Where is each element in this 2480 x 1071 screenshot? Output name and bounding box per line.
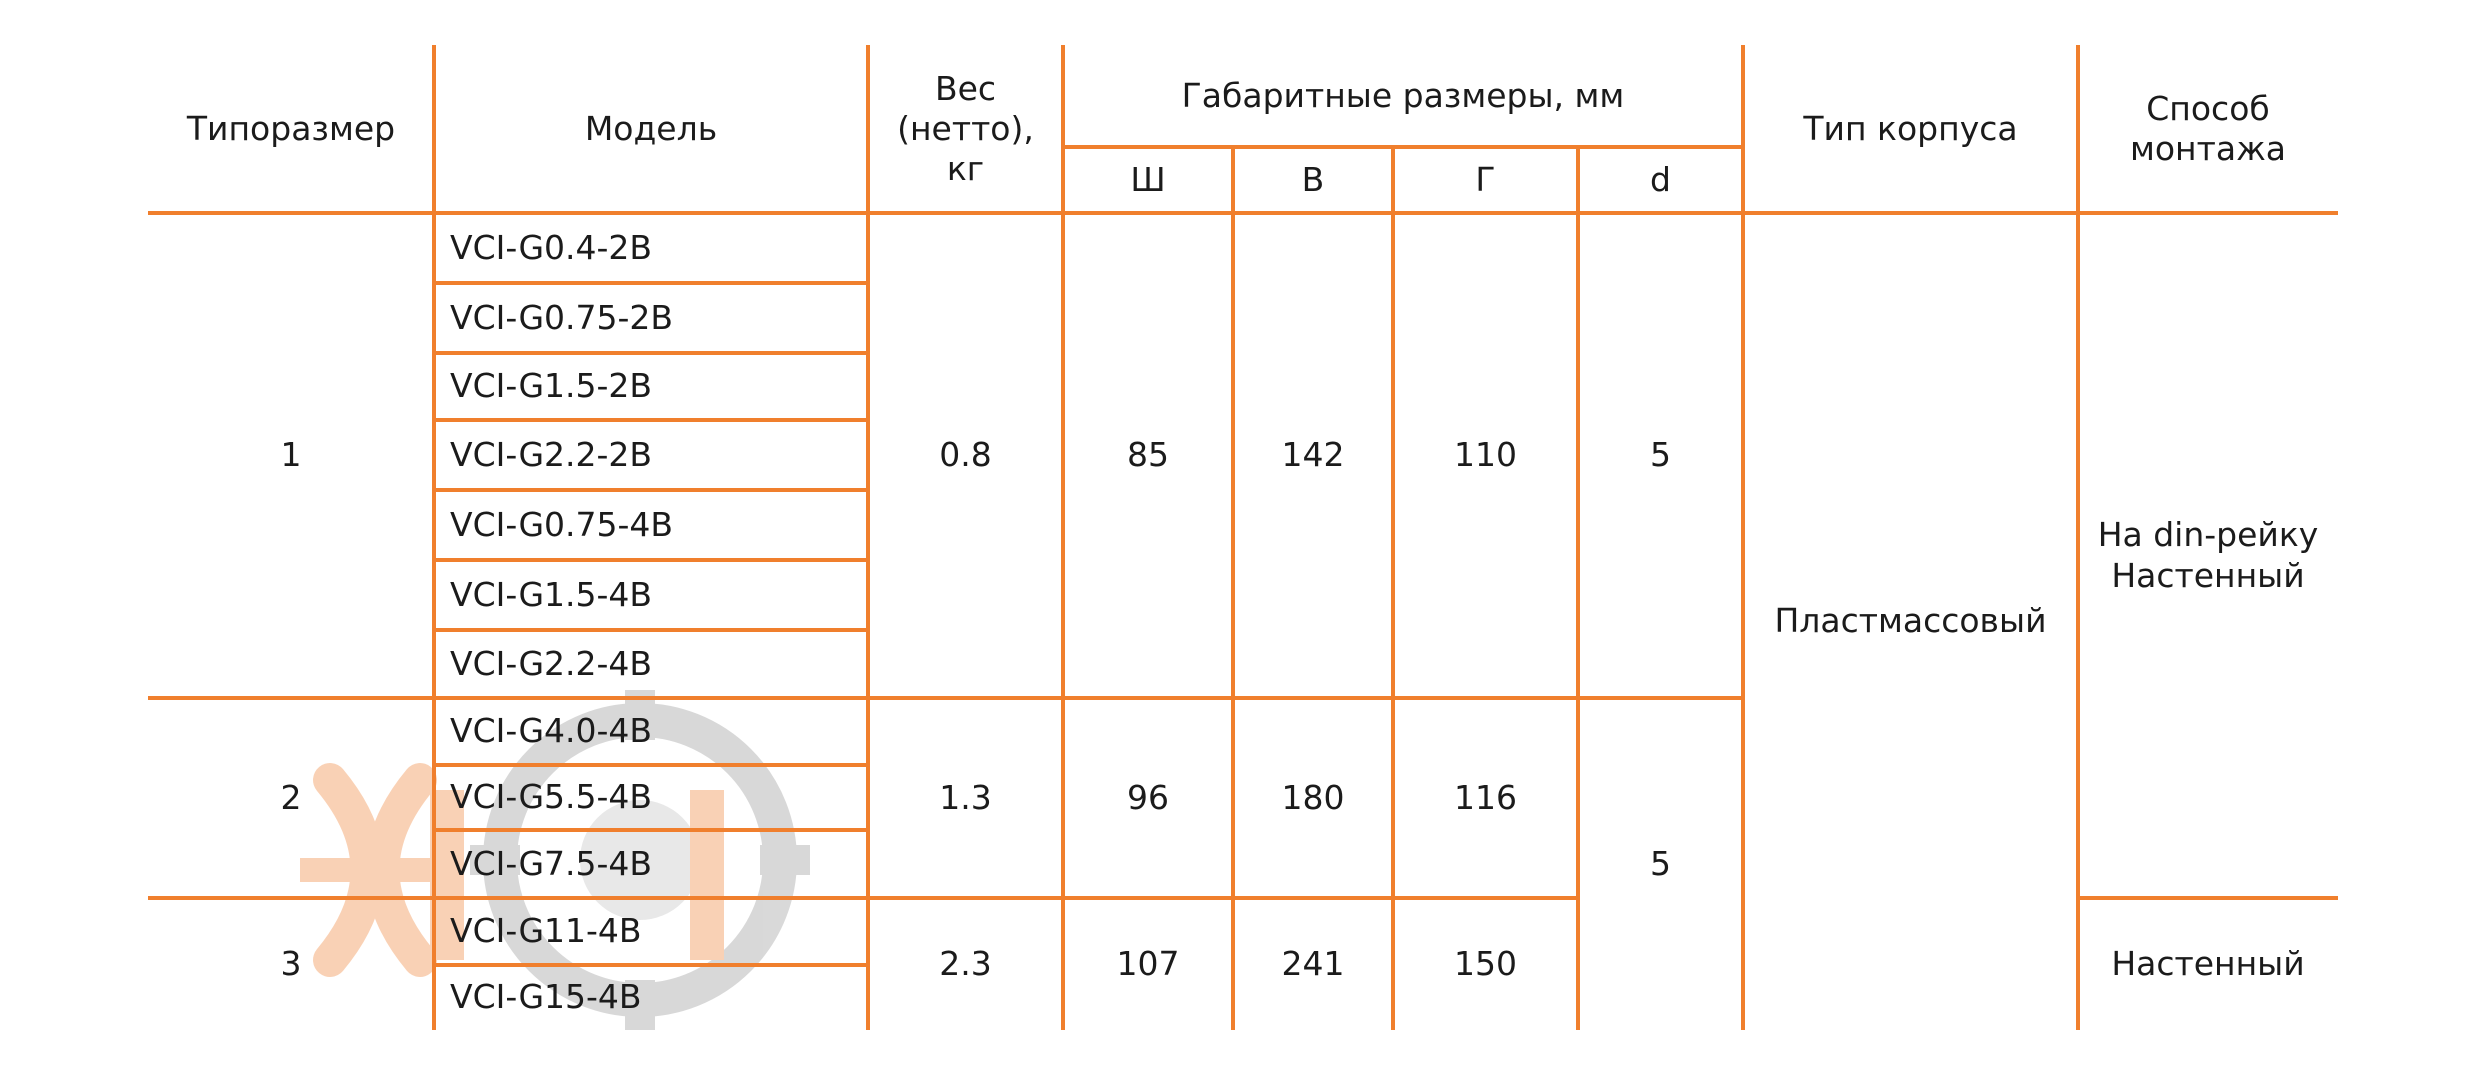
frame-size-cell: 1 bbox=[280, 435, 302, 475]
column-rule bbox=[1576, 147, 1580, 1030]
row-rule bbox=[148, 211, 2338, 215]
row-rule bbox=[2078, 896, 2338, 900]
model-cell: VCI-G7.5-4B bbox=[450, 843, 653, 883]
weight-cell: 1.3 bbox=[939, 777, 992, 817]
column-rule bbox=[866, 45, 870, 1030]
model-cell: VCI-G15-4B bbox=[450, 977, 642, 1017]
column-rule bbox=[1061, 45, 1065, 1030]
row-rule bbox=[434, 963, 868, 967]
model-cell: VCI-G0.4-2B bbox=[450, 227, 653, 267]
row-rule bbox=[434, 281, 868, 285]
model-cell: VCI-G4.0-4B bbox=[450, 711, 653, 751]
depth-cell: 150 bbox=[1454, 943, 1517, 983]
height-cell: 241 bbox=[1281, 943, 1345, 983]
column-rule bbox=[1391, 147, 1395, 1030]
d-cell: 5 bbox=[1650, 843, 1671, 883]
height-cell: 142 bbox=[1281, 435, 1345, 475]
row-rule bbox=[434, 558, 868, 562]
depth-cell: 110 bbox=[1454, 435, 1517, 475]
frame-size-cell: 2 bbox=[280, 777, 302, 817]
row-rule bbox=[148, 696, 1743, 700]
header-d: d bbox=[1650, 159, 1671, 199]
column-rule bbox=[2076, 45, 2080, 1030]
weight-cell: 0.8 bbox=[939, 435, 992, 475]
mounting-cell: Настенный bbox=[2111, 943, 2305, 983]
model-cell: VCI-G5.5-4B bbox=[450, 777, 653, 817]
housing-cell: Пластмассовый bbox=[1774, 601, 2047, 641]
row-rule bbox=[434, 628, 868, 632]
header-dimensions: Габаритные размеры, мм bbox=[1181, 75, 1625, 115]
row-rule bbox=[434, 351, 868, 355]
height-cell: 180 bbox=[1281, 777, 1345, 817]
header-mounting: Способ монтажа bbox=[2129, 88, 2287, 168]
row-rule bbox=[148, 896, 1578, 900]
weight-cell: 2.3 bbox=[939, 943, 992, 983]
model-cell: VCI-G0.75-2B bbox=[450, 297, 674, 337]
column-rule bbox=[1741, 45, 1745, 1030]
frame-size-cell: 3 bbox=[280, 943, 302, 983]
row-rule bbox=[1063, 145, 1743, 149]
width-cell: 96 bbox=[1127, 777, 1169, 817]
model-cell: VCI-G0.75-4B bbox=[450, 504, 674, 544]
column-rule bbox=[1231, 147, 1235, 1030]
header-frame-size: Типоразмер bbox=[186, 108, 396, 148]
row-rule bbox=[434, 488, 868, 492]
model-cell: VCI-G2.2-2B bbox=[450, 434, 653, 474]
header-width: Ш bbox=[1130, 159, 1166, 199]
model-cell: VCI-G1.5-4B bbox=[450, 574, 653, 614]
d-cell: 5 bbox=[1650, 435, 1671, 475]
row-rule bbox=[434, 763, 868, 767]
width-cell: 85 bbox=[1127, 435, 1169, 475]
model-cell: VCI-G2.2-4B bbox=[450, 643, 653, 683]
column-rule bbox=[432, 45, 436, 1030]
header-model: Модель bbox=[584, 108, 718, 148]
model-cell: VCI-G1.5-2B bbox=[450, 366, 653, 406]
header-weight: Вес (нетто), кг bbox=[897, 68, 1034, 189]
row-rule bbox=[434, 418, 868, 422]
header-housing: Тип корпуса bbox=[1803, 108, 2018, 148]
header-height: В bbox=[1301, 159, 1325, 199]
width-cell: 107 bbox=[1116, 943, 1180, 983]
mounting-cell: На din-рейку Настенный bbox=[2097, 515, 2319, 595]
header-depth: Г bbox=[1475, 159, 1496, 199]
row-rule bbox=[434, 828, 868, 832]
depth-cell: 116 bbox=[1454, 777, 1517, 817]
model-cell: VCI-G11-4B bbox=[450, 911, 642, 951]
